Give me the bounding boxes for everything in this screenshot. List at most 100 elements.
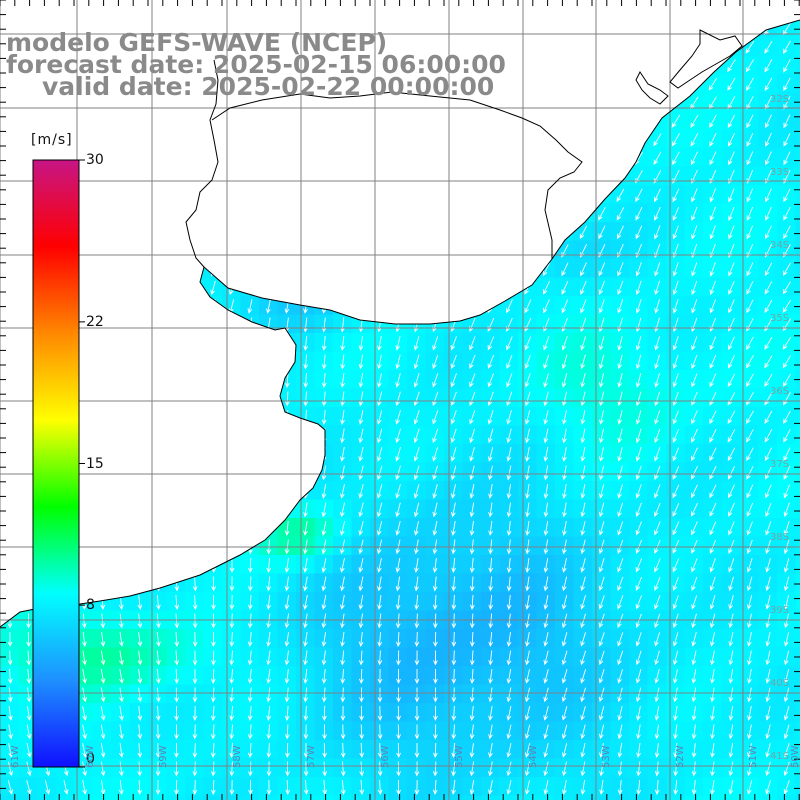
wind-speed-cell [499,721,519,741]
wind-speed-cell [684,148,704,168]
wind-speed-cell [240,351,260,371]
wind-speed-cell [499,259,519,279]
wind-arrow-icon [561,225,569,240]
wind-speed-cell [592,684,612,704]
wind-speed-cell [37,0,56,19]
wind-arrow-icon [525,576,530,592]
wind-speed-cell [481,777,501,797]
wind-speed-cell [462,795,482,800]
wind-speed-cell [758,536,778,556]
wind-speed-cell [684,407,704,427]
wind-arrow-icon [525,780,530,795]
wind-speed-cell [721,203,741,223]
wind-arrow-icon [746,521,753,536]
wind-arrow-icon [118,336,123,351]
wind-arrow-icon [691,336,698,351]
wind-arrow-icon [247,557,253,574]
wind-arrow-icon [653,151,662,165]
wind-arrow-icon [561,650,568,666]
wind-arrow-icon [247,299,253,314]
wind-speed-cell [129,518,149,538]
wind-arrow-icon [765,558,771,573]
wind-arrow-icon [506,40,513,55]
wind-arrow-icon [617,576,624,592]
wind-speed-cell [222,333,242,353]
wind-speed-cell [610,259,630,279]
wind-speed-cell [0,296,20,316]
wind-arrow-icon [26,687,32,703]
wind-arrow-icon [635,669,642,684]
wind-arrow-icon [727,114,736,129]
wind-arrow-icon [358,668,364,685]
wind-speed-cell [592,351,612,371]
wind-speed-cell [647,536,667,556]
wind-arrow-icon [340,742,346,759]
wind-arrow-icon [358,391,364,407]
wind-speed-cell [758,203,778,223]
wind-arrow-icon [6,95,13,111]
wind-speed-cell [333,518,353,538]
wind-arrow-icon [469,262,476,277]
wind-speed-cell [92,240,112,260]
wind-speed-cell [462,277,482,297]
wind-speed-cell [277,721,297,741]
wind-arrow-icon [617,779,623,796]
wind-arrow-icon [506,58,513,74]
wind-arrow-icon [636,724,641,740]
wind-speed-cell [518,148,538,168]
wind-speed-cell [240,148,260,168]
wind-arrow-icon [303,372,309,389]
wind-arrow-icon [229,465,235,481]
wind-arrow-icon [303,262,308,277]
wind-speed-cell [721,388,741,408]
wind-speed-cell [333,148,353,168]
wind-speed-cell [388,555,408,575]
wind-speed-cell [259,499,279,519]
wind-speed-cell [666,518,686,538]
wind-speed-cell [721,462,741,482]
wind-speed-cell [166,795,186,800]
wind-speed-cell [166,240,186,260]
wind-arrow-icon [580,502,586,518]
wind-speed-cell [425,296,445,316]
wind-arrow-icon [321,354,327,370]
wind-speed-cell [166,296,186,316]
wind-arrow-icon [303,687,309,703]
wind-speed-cell [111,518,131,538]
wind-speed-cell [777,647,797,667]
wind-arrow-icon [616,188,625,203]
wind-arrow-icon [783,632,790,647]
wind-speed-cell [370,222,390,242]
wind-arrow-icon [395,521,401,536]
wind-arrow-icon [395,502,401,518]
wind-speed-cell [111,351,131,371]
wind-speed-cell [777,259,797,279]
wind-arrow-icon [82,706,87,721]
wind-speed-cell [555,388,575,408]
wind-arrow-icon [302,132,310,147]
wind-arrow-icon [671,22,681,35]
wind-arrow-icon [284,558,290,573]
wind-speed-cell [573,425,593,445]
wind-speed-cell [240,703,260,723]
wind-speed-cell [333,314,353,334]
wind-speed-cell [518,0,537,19]
wind-arrow-icon [156,650,161,666]
wind-arrow-icon [358,225,364,240]
wind-arrow-icon [266,483,272,500]
wind-speed-cell [370,203,390,223]
wind-arrow-icon [432,594,438,611]
wind-speed-cell [610,148,630,168]
wind-arrow-icon [709,429,717,443]
wind-arrow-icon [229,687,235,703]
wind-arrow-icon [617,410,623,425]
wind-speed-cell [407,296,427,316]
wind-speed-cell [481,518,501,538]
wind-arrow-icon [210,225,216,240]
wind-speed-cell [592,370,612,390]
wind-speed-cell [351,333,371,353]
wind-arrow-icon [783,687,790,703]
wind-speed-cell [703,481,723,501]
wind-speed-cell [610,277,630,297]
wind-speed-cell [462,185,482,205]
